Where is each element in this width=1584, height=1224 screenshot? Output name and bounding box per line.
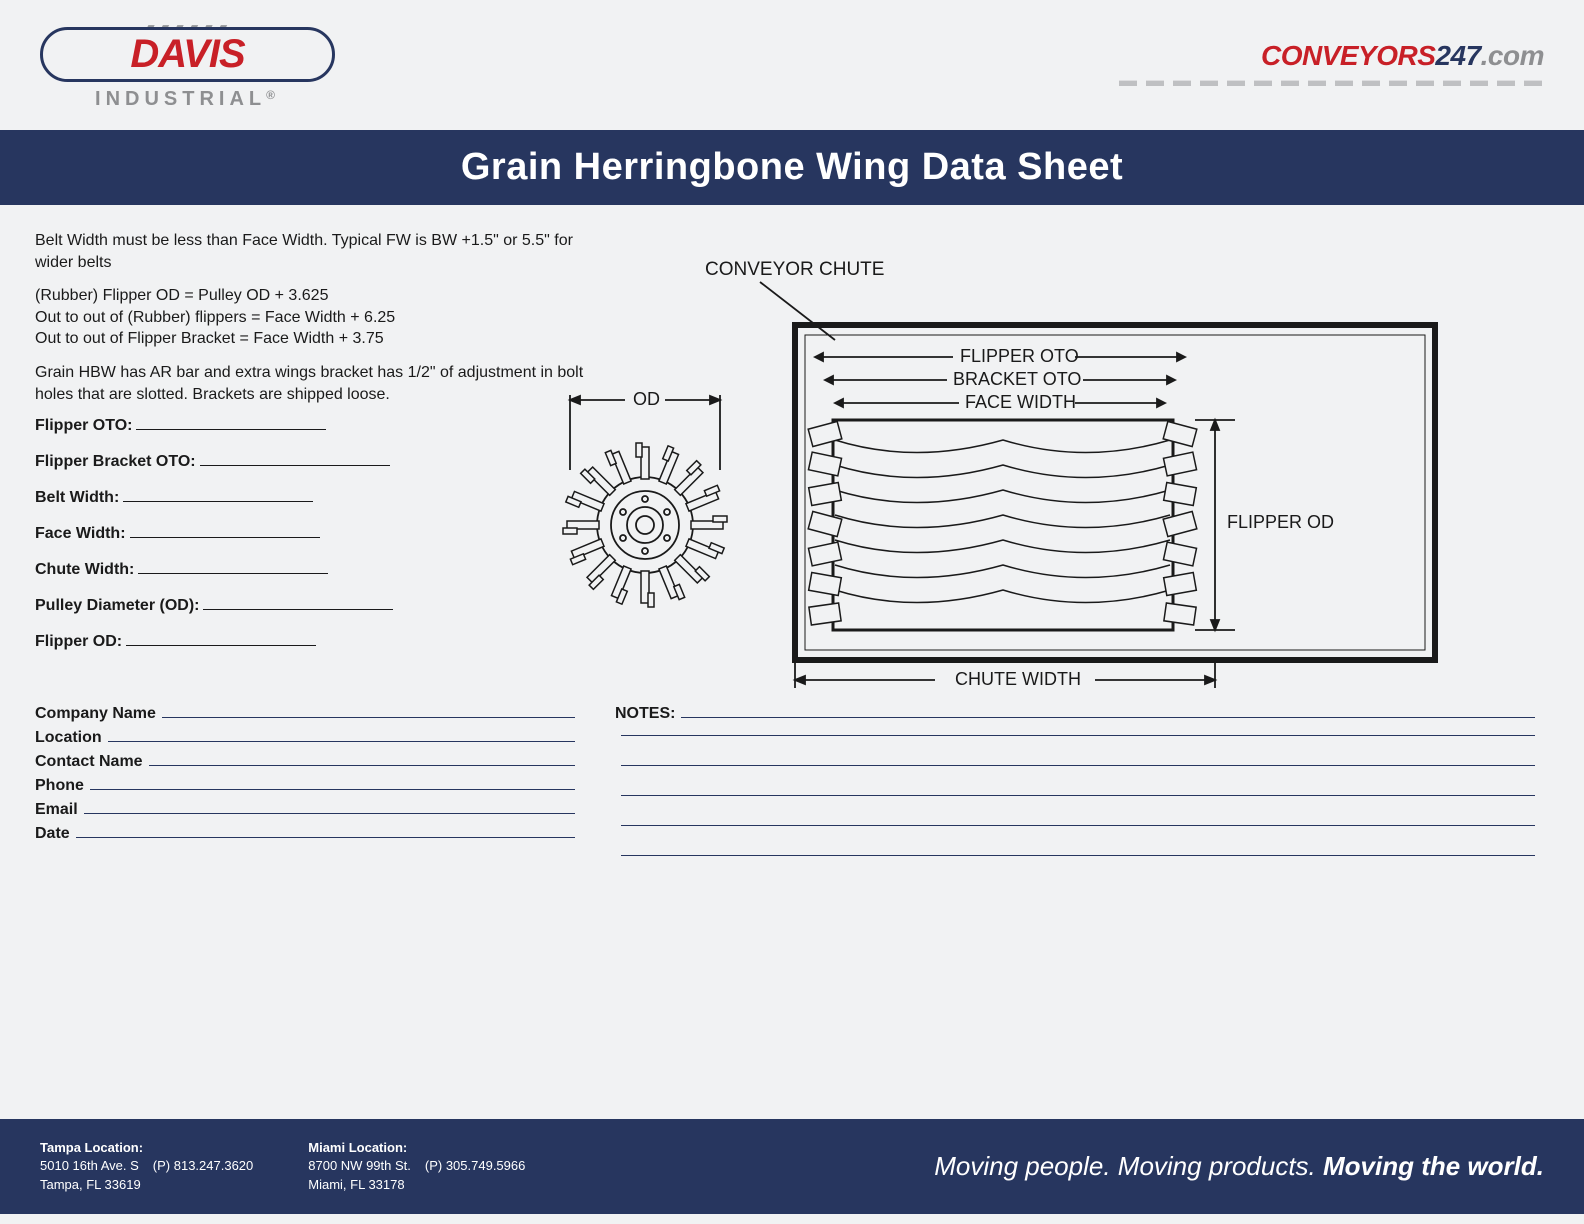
dimension-field[interactable]: Face Width: [35,518,455,550]
notes-section: NOTES: [615,705,1535,885]
contact-label: Company Name [35,705,156,723]
footer: Tampa Location: 5010 16th Ave. S(P) 813.… [0,1119,1584,1214]
diagram-bracket-oto: BRACKET OTO [953,369,1081,389]
contact-field[interactable]: Date [35,825,575,843]
contact-line[interactable] [90,789,575,790]
diagram-face-width: FACE WIDTH [965,392,1076,412]
notes-line[interactable] [621,855,1535,856]
diagram-od: OD [633,389,660,409]
field-line[interactable] [123,501,313,502]
field-line[interactable] [136,429,326,430]
industrial-text: INDUSTRIAL® [95,88,280,111]
notes-row[interactable] [615,765,1535,789]
field-label: Pulley Diameter (OD): [35,590,199,622]
dimension-field[interactable]: Belt Width: [35,482,455,514]
contact-fields: Company Name Location Contact Name Phone Ema… [35,705,575,849]
field-line[interactable] [126,645,316,646]
contact-line[interactable] [84,813,575,814]
contact-field[interactable]: Contact Name [35,753,575,771]
footer-tagline: Moving people. Moving products. Moving t… [934,1151,1544,1182]
dimension-field[interactable]: Pulley Diameter (OD): [35,590,455,622]
dimension-fields: Flipper OTO: Flipper Bracket OTO: Belt Wid… [35,410,455,662]
contact-line[interactable] [149,765,575,766]
diagram-flipper-oto: FLIPPER OTO [960,346,1079,366]
field-label: Flipper OTO: [35,410,132,442]
field-label: Chute Width: [35,554,134,586]
specs-text: Belt Width must be less than Face Width.… [35,230,595,417]
davis-logo: ▰ ▰ ▰ ▰ ▰ ▰ DAVIS INDUSTRIAL® [40,20,335,111]
field-line[interactable] [138,573,328,574]
davis-logo-text: DAVIS [130,32,244,77]
dimension-field[interactable]: Flipper OTO: [35,410,455,442]
spec-p2: (Rubber) Flipper OD = Pulley OD + 3.625 … [35,285,595,350]
contact-line[interactable] [162,717,575,718]
notes-row[interactable] [615,825,1535,849]
conveyors-text: CONVEYORS [1261,40,1435,71]
conveyors-logo: CONVEYORS247.com ▬ ▬ ▬ ▬ ▬ ▬ ▬ ▬ ▬ ▬ ▬ ▬… [1119,40,1544,91]
contact-field[interactable]: Phone [35,777,575,795]
contact-label: Contact Name [35,753,143,771]
contact-label: Email [35,801,78,819]
notes-line[interactable] [621,795,1535,796]
notes-line[interactable] [681,717,1535,718]
pulley-diagram: CONVEYOR CHUTE FLIPPER OTO BRACKET OTO F… [515,240,1525,690]
dimension-field[interactable]: Chute Width: [35,554,455,586]
notes-row[interactable]: NOTES: [615,705,1535,729]
conveyors-com: .com [1481,40,1544,71]
footer-tampa: Tampa Location: 5010 16th Ave. S(P) 813.… [40,1139,253,1194]
field-label: Flipper OD: [35,626,122,658]
contact-label: Location [35,729,102,747]
notes-line[interactable] [621,735,1535,736]
davis-logo-box: DAVIS [40,27,335,82]
diagram-chute-width: CHUTE WIDTH [955,669,1081,689]
contact-field[interactable]: Location [35,729,575,747]
contact-line[interactable] [76,837,575,838]
notes-label: NOTES: [615,705,675,723]
notes-row[interactable] [615,795,1535,819]
notes-line[interactable] [621,825,1535,826]
spec-p3: Grain HBW has AR bar and extra wings bra… [35,362,595,405]
page-title: Grain Herringbone Wing Data Sheet [461,146,1123,189]
contact-label: Phone [35,777,84,795]
dimension-field[interactable]: Flipper Bracket OTO: [35,446,455,478]
notes-row[interactable] [615,855,1535,879]
field-line[interactable] [203,609,393,610]
conveyors-247: 247 [1435,40,1480,71]
field-label: Face Width: [35,518,126,550]
spec-p1: Belt Width must be less than Face Width.… [35,230,595,273]
diagram-flipper-od: FLIPPER OD [1227,512,1334,532]
dimension-field[interactable]: Flipper OD: [35,626,455,658]
conveyors-dashes: ▬ ▬ ▬ ▬ ▬ ▬ ▬ ▬ ▬ ▬ ▬ ▬ ▬ ▬ ▬ ▬ [1119,70,1544,91]
field-label: Belt Width: [35,482,119,514]
contact-line[interactable] [108,741,575,742]
diagram-chute-label: CONVEYOR CHUTE [705,259,884,280]
contact-label: Date [35,825,70,843]
contact-field[interactable]: Company Name [35,705,575,723]
title-bar: Grain Herringbone Wing Data Sheet [0,130,1584,205]
notes-line[interactable] [621,765,1535,766]
header: ▰ ▰ ▰ ▰ ▰ ▰ DAVIS INDUSTRIAL® CONVEYORS2… [0,0,1584,130]
footer-miami: Miami Location: 8700 NW 99th St.(P) 305.… [308,1139,525,1194]
field-line[interactable] [200,465,390,466]
field-label: Flipper Bracket OTO: [35,446,196,478]
contact-field[interactable]: Email [35,801,575,819]
content: Belt Width must be less than Face Width.… [35,225,1549,1109]
notes-row[interactable] [615,735,1535,759]
field-line[interactable] [130,537,320,538]
